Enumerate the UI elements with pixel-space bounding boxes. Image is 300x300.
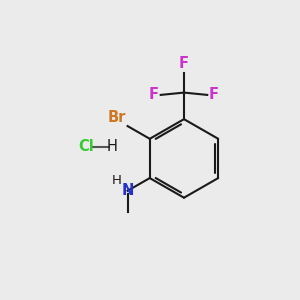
- Text: F: F: [209, 87, 219, 102]
- Text: F: F: [149, 87, 159, 102]
- Text: Br: Br: [107, 110, 126, 125]
- Text: H: H: [112, 174, 122, 187]
- Text: F: F: [179, 56, 189, 71]
- Text: N: N: [122, 183, 134, 198]
- Text: H: H: [106, 140, 117, 154]
- Text: Cl: Cl: [78, 140, 94, 154]
